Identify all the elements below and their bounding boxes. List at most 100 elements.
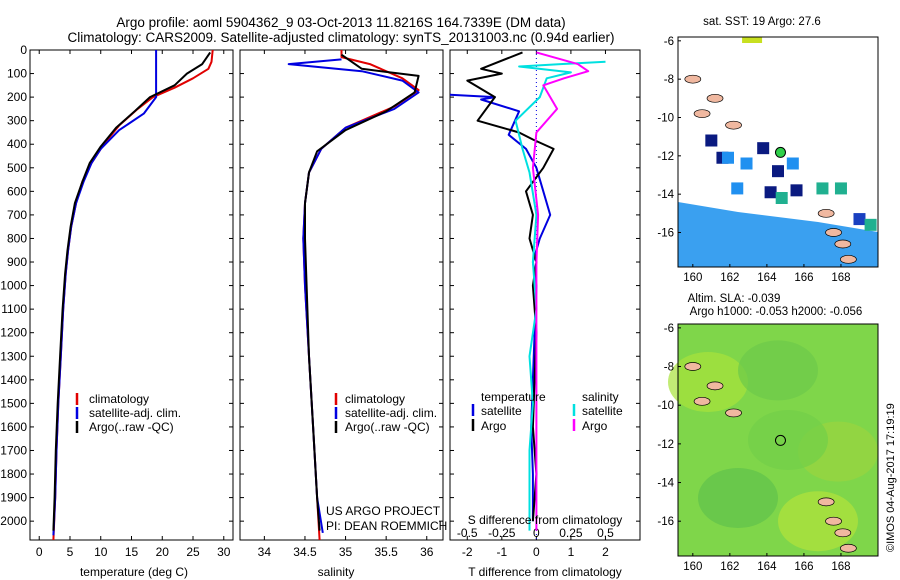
legend-label-satellite: satellite-adj. clim. xyxy=(345,406,437,420)
temperature-plot-frame xyxy=(29,49,234,541)
sla-map-title: Altim. SLA: -0.039 xyxy=(688,293,781,305)
island-shape xyxy=(834,239,852,249)
xtick-label: 10 xyxy=(94,545,108,559)
island-shape xyxy=(834,528,852,538)
map-ytick-label: -8 xyxy=(664,74,674,86)
sla-field-patch xyxy=(738,340,818,401)
island-shape xyxy=(840,543,857,553)
difference-plot-frame xyxy=(449,49,641,541)
difference-legend: temperature salinity satellite Argo sate… xyxy=(471,390,623,433)
sst-cell xyxy=(742,37,763,43)
salinity-plot-frame xyxy=(239,49,444,541)
island-shape xyxy=(817,208,835,218)
legend-label-temp-satellite: satellite xyxy=(481,404,522,418)
island-shape xyxy=(693,109,711,119)
map-ytick-label: -8 xyxy=(664,362,674,374)
sst-cell xyxy=(853,213,866,226)
map-ytick-label: -14 xyxy=(657,189,674,201)
temperature-xlabel: temperature (deg C) xyxy=(80,565,188,579)
map-ytick-label: -10 xyxy=(657,400,674,412)
ytick-label: 600 xyxy=(7,184,27,198)
figure-title-line2: Climatology: CARS2009. Satellite-adjuste… xyxy=(67,30,614,45)
legend-label-temp-argo: Argo xyxy=(481,419,507,433)
ytick-label: 200 xyxy=(7,90,27,104)
salinity-chart: 34 34.5 35 35.5 36 xyxy=(240,49,443,559)
xtick-label: 36 xyxy=(420,545,434,559)
island-shape xyxy=(817,497,835,507)
figure-title-line1: Argo profile: aoml 5904362_9 03-Oct-2013… xyxy=(116,15,565,30)
series-line-salinity-satellite xyxy=(514,60,606,531)
salinity-xlabel: salinity xyxy=(318,565,355,579)
sla-field-patch xyxy=(748,410,828,470)
map-ytick-label: -14 xyxy=(657,478,674,490)
salinity-legend: climatology satellite-adj. clim. Argo(..… xyxy=(334,392,437,434)
project-label: US ARGO PROJECT xyxy=(326,504,441,518)
sst-map: 160 162 164 166 168 -6 -8 -10 -12 -14 -16 xyxy=(657,36,878,284)
legend-title-salinity: salinity xyxy=(582,390,619,404)
ytick-label: 700 xyxy=(7,208,27,222)
xtick-label: 0 xyxy=(36,545,43,559)
argo-float-marker xyxy=(774,434,786,446)
island-shape xyxy=(840,254,857,264)
sst-cell xyxy=(790,184,803,197)
xtick-label: 1 xyxy=(568,545,575,559)
legend-label-argo: Argo(..raw -QC) xyxy=(345,420,430,434)
island-shape xyxy=(684,362,702,371)
map-xtick-label: 168 xyxy=(831,561,850,573)
xtick-label: 5 xyxy=(67,545,74,559)
ytick-label: 500 xyxy=(7,161,27,175)
island-shape xyxy=(706,93,724,103)
xtick-label: 0 xyxy=(533,545,540,559)
series-line-satellite-adj-clim- xyxy=(287,58,420,534)
sla-map-subtitle: Argo h1000: -0.053 h2000: -0.056 xyxy=(690,306,863,318)
legend-label-sal-argo: Argo xyxy=(582,419,608,433)
xtick-label: 35 xyxy=(339,545,353,559)
sst-map-title: sat. SST: 19 Argo: 27.6 xyxy=(703,16,821,28)
temperature-legend: climatology satellite-adj. clim. Argo(..… xyxy=(75,392,181,434)
series-line-argo-raw-qc- xyxy=(304,53,420,531)
xtick-top-label: 0.25 xyxy=(559,526,583,540)
sla-field-patch xyxy=(698,468,778,528)
sst-cell xyxy=(786,157,799,170)
xtick-label: 34 xyxy=(258,545,272,559)
map-ytick-label: -10 xyxy=(657,113,674,125)
sst-cell xyxy=(816,182,829,195)
sst-cell xyxy=(757,142,770,155)
ytick-label: 0 xyxy=(20,43,27,57)
sst-cell xyxy=(772,165,784,178)
xtick-label: 35.5 xyxy=(374,545,398,559)
series-line-salinity-argo xyxy=(531,51,590,531)
ytick-label: 1600 xyxy=(0,420,27,434)
legend-label-satellite: satellite-adj. clim. xyxy=(89,406,181,420)
sst-map-frame xyxy=(677,36,879,268)
xtick-label: 30 xyxy=(217,545,231,559)
map-xtick-label: 160 xyxy=(683,561,702,573)
sst-cell xyxy=(864,218,877,231)
ytick-label: 100 xyxy=(7,67,27,81)
pi-label: PI: DEAN ROEMMICH xyxy=(326,519,447,533)
map-xtick-label: 168 xyxy=(831,272,850,284)
xtick-label: 15 xyxy=(125,545,139,559)
sst-cell xyxy=(705,134,718,147)
imos-credit: ©IMOS 04-Aug-2017 17:19:19 xyxy=(885,403,897,552)
ytick-label: 400 xyxy=(7,137,27,151)
xtick-label: -2 xyxy=(462,545,473,559)
sst-cell xyxy=(740,157,753,170)
sst-cell xyxy=(764,186,777,199)
island-shape xyxy=(825,516,842,526)
ytick-label: 1900 xyxy=(0,491,27,505)
ytick-label: 900 xyxy=(7,255,27,269)
sst-cell xyxy=(722,151,734,164)
island-shape xyxy=(684,74,702,84)
map-ytick-label: -16 xyxy=(657,516,674,528)
xtick-label: 25 xyxy=(186,545,200,559)
legend-label-argo: Argo(..raw -QC) xyxy=(89,420,174,434)
difference-xlabel: T difference from climatology xyxy=(468,565,622,579)
map-xtick-label: 166 xyxy=(794,561,813,573)
xtick-label: 2 xyxy=(602,545,609,559)
series-line-temperature-argo xyxy=(466,51,555,522)
difference-xlabel-salinity: S difference from climatology xyxy=(468,513,623,527)
ytick-label: 1700 xyxy=(0,443,27,457)
sst-cell xyxy=(731,182,744,195)
